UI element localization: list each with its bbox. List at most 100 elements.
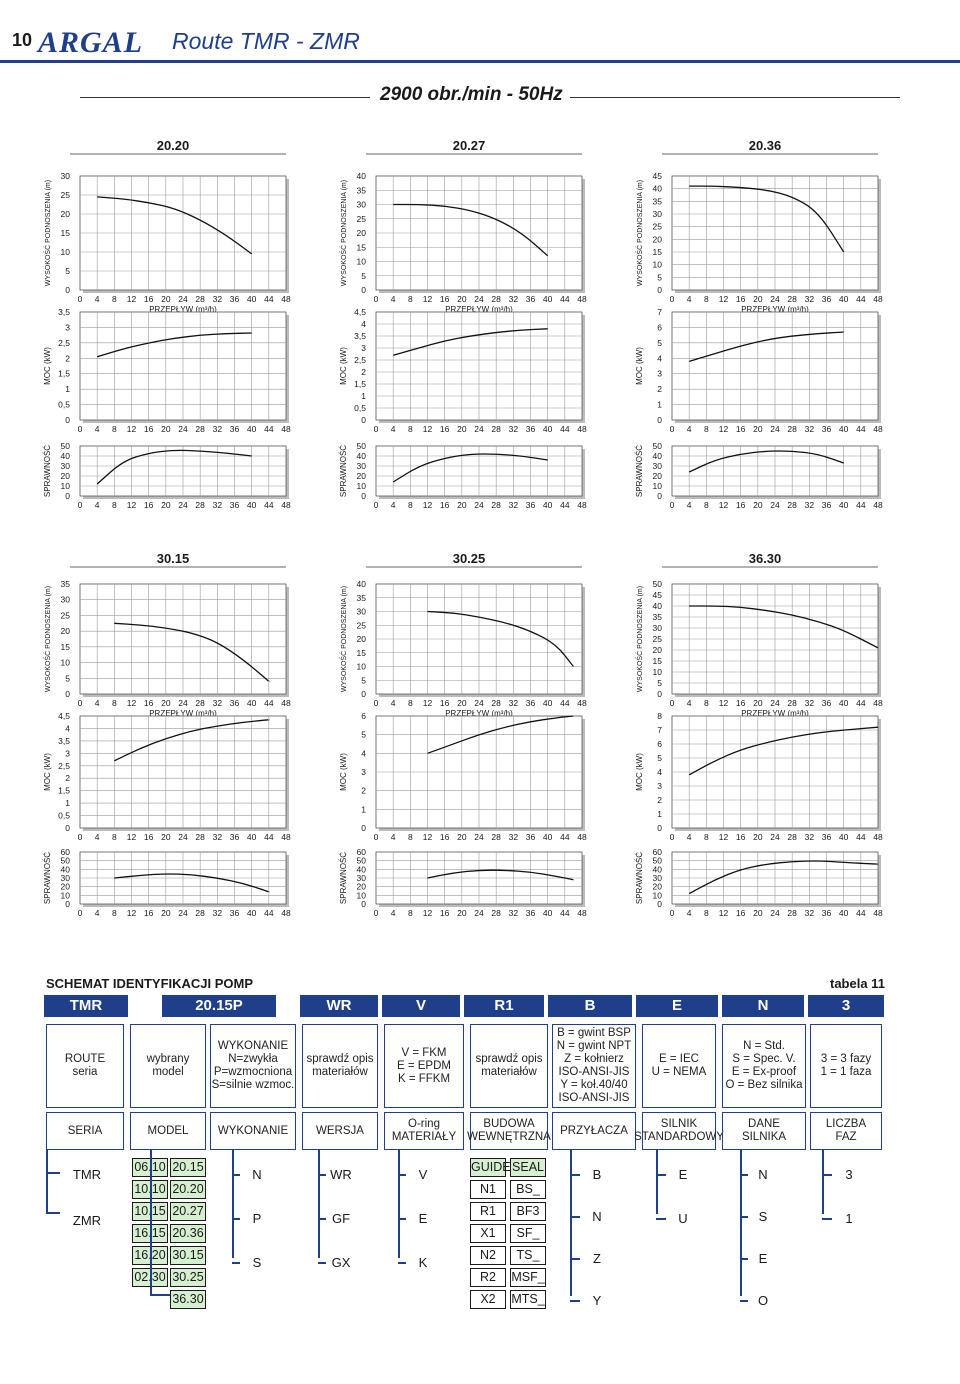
head-chart-x-tick: 20: [753, 698, 763, 708]
efficiency-chart-curve: [392, 453, 548, 483]
chart-title: 20.20: [157, 138, 190, 153]
head-chart-y-tick: 10: [61, 658, 71, 668]
power-chart-y-tick: 4: [65, 723, 70, 733]
efficiency-chart-x-tick: 0: [78, 500, 83, 510]
power-chart-x-tick: 40: [839, 424, 849, 434]
head-chart-y-tick: 40: [357, 579, 367, 589]
speed-title: 2900 obr./min - 50Hz: [380, 84, 563, 105]
efficiency-chart-y-tick: 50: [653, 856, 663, 866]
model-option: 20.36: [170, 1224, 206, 1243]
head-chart-curve: [114, 622, 270, 683]
head-chart-x-label: PRZEPŁYW (m³/h): [149, 709, 217, 718]
head-chart-x-tick: 24: [178, 294, 188, 304]
head-chart-x-tick: 36: [822, 698, 832, 708]
power-chart-x-tick: 48: [577, 832, 587, 842]
connector-line: [570, 1216, 580, 1218]
head-chart-x-tick: 28: [787, 698, 797, 708]
efficiency-chart-x-tick: 36: [230, 908, 240, 918]
power-chart-x-tick: 12: [423, 832, 433, 842]
connector-line: [150, 1150, 152, 1296]
power-chart-y-tick: 2,5: [58, 761, 70, 771]
efficiency-chart-x-tick: 8: [112, 500, 117, 510]
efficiency-chart-y-tick: 60: [357, 847, 367, 857]
head-chart-x-tick: 16: [736, 698, 746, 708]
oring-option: K: [418, 1255, 428, 1270]
motor-data-option: S: [758, 1209, 768, 1224]
efficiency-chart-y-tick: 50: [357, 441, 367, 451]
efficiency-chart-x-tick: 20: [457, 500, 467, 510]
efficiency-chart-x-tick: 20: [161, 500, 171, 510]
head-chart-x-tick: 0: [374, 294, 379, 304]
chart-title: 20.27: [453, 138, 486, 153]
connector-line: [398, 1218, 406, 1220]
efficiency-chart-y-label: SPRAWNOŚĆ: [43, 445, 52, 497]
head-chart-x-tick: 44: [856, 698, 866, 708]
head-chart-x-tick: 40: [247, 698, 257, 708]
head-chart-x-tick: 44: [264, 294, 274, 304]
power-chart-x-tick: 40: [543, 832, 553, 842]
version-option: P: [252, 1211, 262, 1226]
description-box: ROUTE seria: [46, 1024, 124, 1108]
head-chart-x-tick: 44: [560, 698, 570, 708]
head-chart-x-tick: 36: [230, 294, 240, 304]
head-chart-y-tick: 0: [657, 689, 662, 699]
efficiency-chart-y-tick: 10: [653, 890, 663, 900]
efficiency-chart-y-tick: 30: [357, 461, 367, 471]
efficiency-chart-x-tick: 48: [873, 908, 883, 918]
efficiency-chart-y-tick: 40: [61, 451, 71, 461]
category-box: SERIA: [46, 1112, 124, 1150]
power-chart-y-tick: 2: [65, 773, 70, 783]
efficiency-chart-x-tick: 48: [577, 908, 587, 918]
connector-line: [570, 1150, 572, 1296]
power-chart-y-tick: 3,5: [354, 331, 366, 341]
efficiency-chart-x-tick: 48: [281, 500, 291, 510]
head-chart-x-tick: 36: [822, 294, 832, 304]
efficiency-chart-y-tick: 10: [61, 890, 71, 900]
efficiency-chart-x-tick: 44: [560, 908, 570, 918]
head-chart-y-label: WYSOKOŚĆ PODNOSZENIA (m): [43, 180, 52, 286]
head-chart-x-tick: 12: [127, 294, 137, 304]
power-chart-y-tick: 0: [361, 415, 366, 425]
head-chart-x-tick: 36: [526, 294, 536, 304]
category-box: WYKONANIE: [210, 1112, 296, 1150]
head-chart-curve: [97, 196, 253, 255]
power-chart-x-tick: 24: [178, 424, 188, 434]
guide-option: R2: [470, 1268, 506, 1287]
efficiency-chart-x-tick: 4: [391, 908, 396, 918]
head-chart-x-tick: 8: [408, 294, 413, 304]
description-box: E = IEC U = NEMA: [642, 1024, 716, 1108]
head-chart-y-label: WYSOKOŚĆ PODNOSZENIA (m): [43, 586, 52, 692]
code-segment: V: [382, 995, 460, 1017]
power-chart-x-tick: 20: [753, 424, 763, 434]
head-chart-x-tick: 0: [374, 698, 379, 708]
power-chart-x-tick: 24: [178, 832, 188, 842]
series-option: ZMR: [72, 1213, 102, 1228]
head-chart-x-tick: 36: [230, 698, 240, 708]
power-chart-x-tick: 32: [805, 832, 815, 842]
head-chart-y-tick: 0: [361, 689, 366, 699]
power-chart-y-tick: 3: [657, 781, 662, 791]
head-chart-x-tick: 20: [457, 294, 467, 304]
head-chart-y-tick: 20: [357, 634, 367, 644]
head-chart-x-tick: 48: [873, 698, 883, 708]
head-chart-y-tick: 35: [653, 612, 663, 622]
connector-line: [318, 1218, 326, 1220]
power-chart-x-tick: 0: [670, 424, 675, 434]
power-chart-y-tick: 3: [361, 767, 366, 777]
connector-line: [656, 1150, 658, 1214]
efficiency-chart-y-tick: 10: [357, 481, 367, 491]
efficiency-chart-x-tick: 44: [856, 908, 866, 918]
head-chart-y-tick: 25: [653, 634, 663, 644]
power-chart-y-tick: 3: [65, 748, 70, 758]
head-chart-x-tick: 16: [440, 294, 450, 304]
seal-option: TS_: [510, 1246, 546, 1265]
efficiency-chart-y-tick: 60: [653, 847, 663, 857]
head-chart-y-label: WYSOKOŚĆ PODNOSZENIA (m): [339, 180, 348, 286]
head-chart-y-tick: 15: [653, 247, 663, 257]
guide-option: GUIDE: [470, 1158, 511, 1177]
head-chart-y-tick: 0: [657, 285, 662, 295]
power-chart-x-tick: 40: [839, 832, 849, 842]
efficiency-chart-x-tick: 36: [230, 500, 240, 510]
head-chart-x-tick: 48: [281, 294, 291, 304]
head-chart-x-tick: 40: [839, 698, 849, 708]
